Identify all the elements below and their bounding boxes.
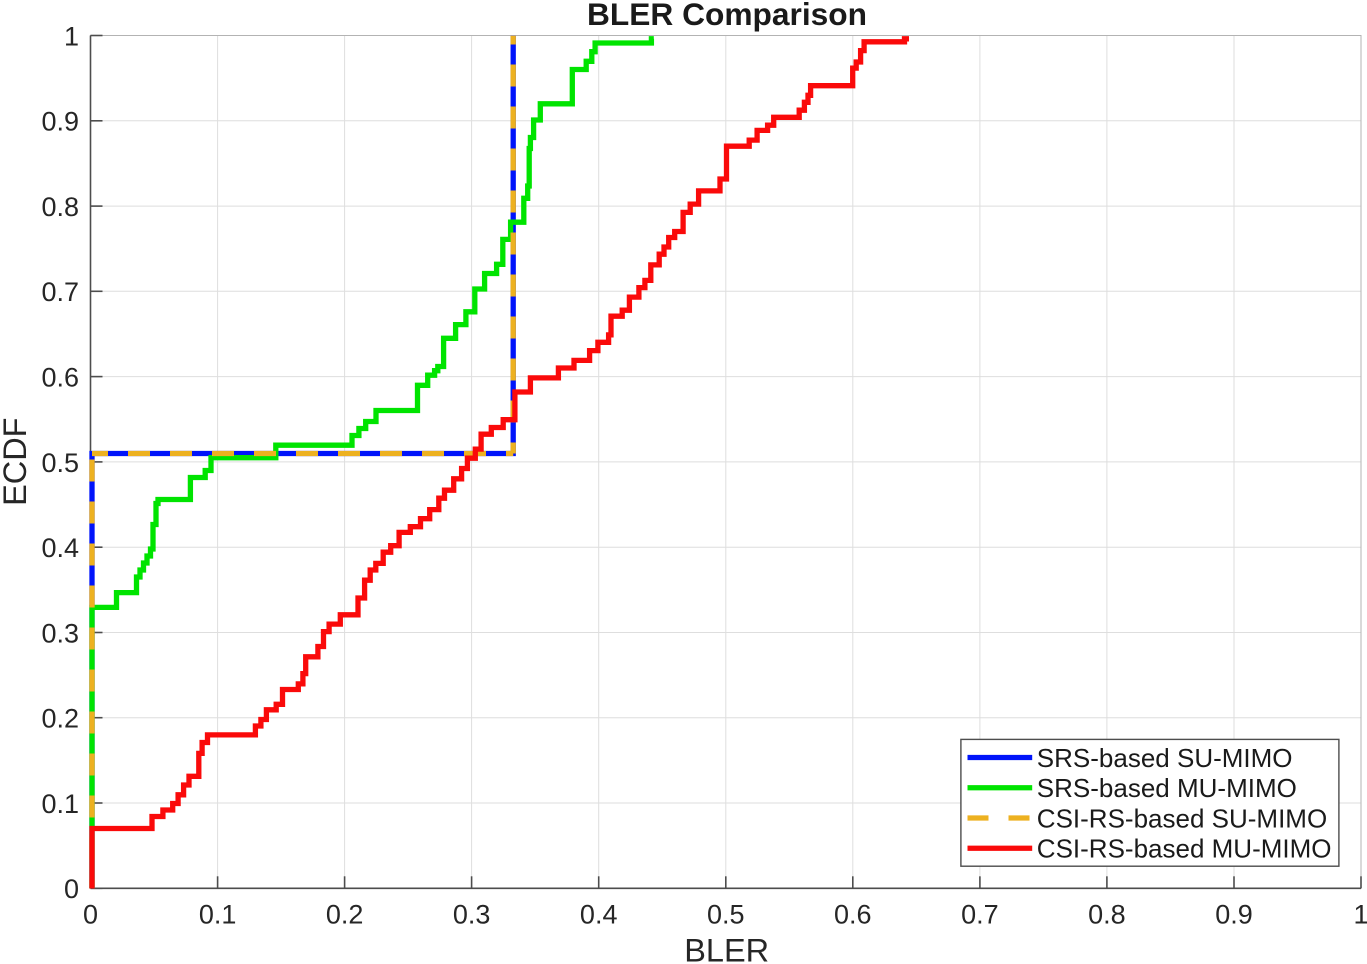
svg-text:0.4: 0.4 xyxy=(580,899,618,929)
svg-text:0.2: 0.2 xyxy=(326,899,364,929)
svg-text:0.9: 0.9 xyxy=(1215,899,1253,929)
svg-text:0.5: 0.5 xyxy=(41,448,79,478)
svg-text:0.6: 0.6 xyxy=(834,899,872,929)
svg-text:0.6: 0.6 xyxy=(41,363,79,393)
svg-text:0.2: 0.2 xyxy=(41,704,79,734)
svg-text:0.5: 0.5 xyxy=(707,899,745,929)
svg-text:0.8: 0.8 xyxy=(1088,899,1126,929)
svg-text:CSI-RS-based MU-MIMO: CSI-RS-based MU-MIMO xyxy=(1037,834,1332,864)
svg-text:CSI-RS-based SU-MIMO: CSI-RS-based SU-MIMO xyxy=(1037,803,1327,833)
svg-text:SRS-based SU-MIMO: SRS-based SU-MIMO xyxy=(1037,743,1293,773)
svg-text:BLER: BLER xyxy=(684,932,769,964)
svg-text:0.7: 0.7 xyxy=(41,277,79,307)
svg-text:1: 1 xyxy=(1353,899,1367,929)
svg-text:0.8: 0.8 xyxy=(41,192,79,222)
svg-text:ECDF: ECDF xyxy=(0,417,33,505)
svg-text:0.1: 0.1 xyxy=(41,789,79,819)
svg-text:1: 1 xyxy=(64,21,79,51)
svg-text:SRS-based MU-MIMO: SRS-based MU-MIMO xyxy=(1037,773,1297,803)
svg-text:0.3: 0.3 xyxy=(453,899,491,929)
svg-text:0.7: 0.7 xyxy=(961,899,999,929)
svg-text:0.1: 0.1 xyxy=(199,899,237,929)
svg-text:BLER Comparison: BLER Comparison xyxy=(587,0,867,32)
svg-text:0.4: 0.4 xyxy=(41,533,79,563)
svg-text:0.9: 0.9 xyxy=(41,107,79,137)
svg-text:0: 0 xyxy=(83,899,98,929)
svg-text:0.3: 0.3 xyxy=(41,618,79,648)
svg-text:0: 0 xyxy=(64,874,79,904)
